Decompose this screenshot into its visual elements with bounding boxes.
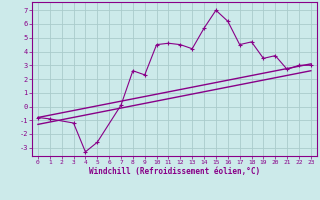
- X-axis label: Windchill (Refroidissement éolien,°C): Windchill (Refroidissement éolien,°C): [89, 167, 260, 176]
